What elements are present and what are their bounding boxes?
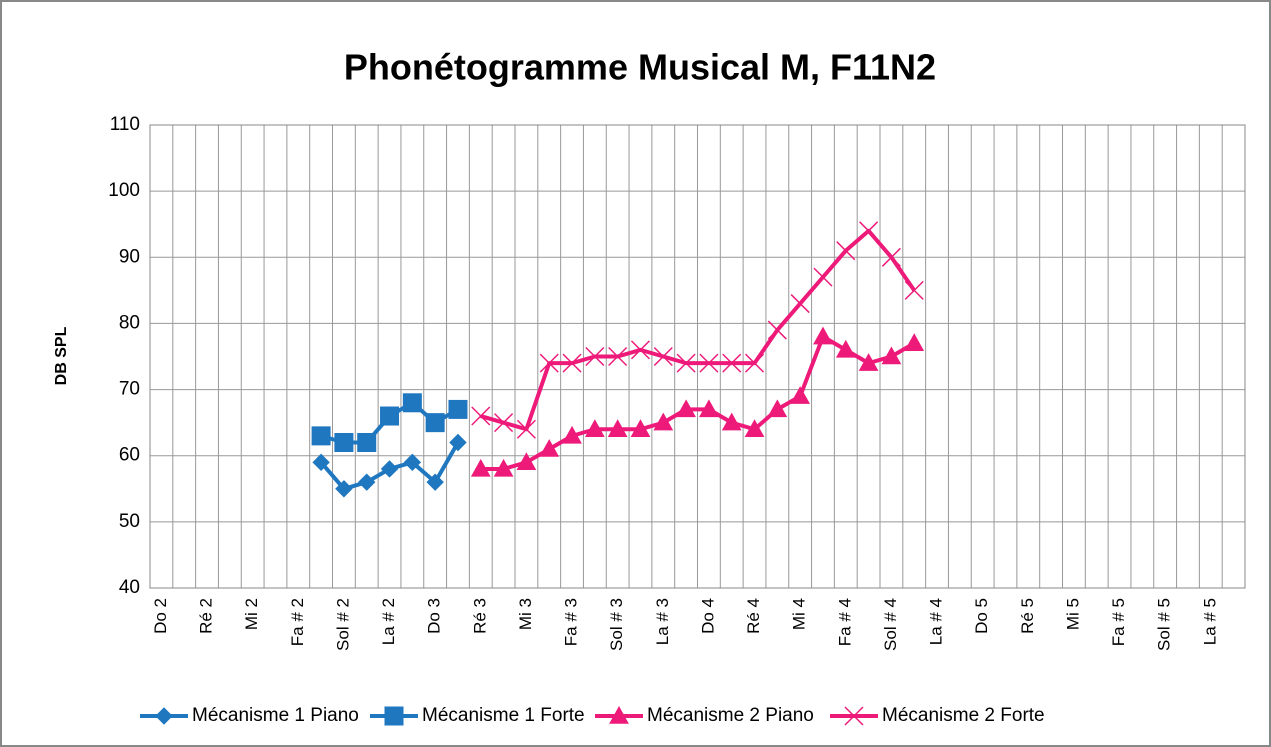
x-tick-label: La # 3 — [653, 598, 672, 645]
marker — [470, 458, 491, 477]
x-tick-label: Ré 4 — [744, 598, 763, 634]
marker — [813, 267, 833, 287]
x-tick-label: La # 5 — [1200, 598, 1219, 645]
plot-frame — [149, 124, 1246, 589]
marker — [630, 340, 650, 360]
x-tick-label: Do 3 — [425, 598, 444, 634]
marker — [653, 346, 673, 367]
x-tick-label: Fa # 2 — [288, 598, 307, 646]
marker — [380, 460, 399, 478]
marker — [562, 425, 582, 444]
x-tick-label: Fa # 3 — [562, 598, 581, 646]
y-tick-label: 70 — [119, 379, 140, 400]
marker — [384, 706, 404, 726]
marker — [426, 473, 444, 491]
x-tick-label: La # 2 — [379, 598, 398, 645]
marker — [676, 399, 696, 418]
marker — [334, 432, 354, 452]
y-tick-label: 90 — [119, 246, 140, 267]
marker — [790, 294, 810, 314]
marker — [539, 353, 559, 373]
x-tick-label: La # 4 — [927, 598, 946, 645]
x-tick-label: Sol # 4 — [881, 598, 900, 651]
chart-title: Phonétogramme Musical M, F11N2 — [344, 47, 936, 88]
marker — [630, 419, 651, 437]
x-tick-label: Do 4 — [698, 598, 717, 634]
marker — [358, 473, 376, 491]
marker — [608, 346, 628, 367]
y-tick-label: 110 — [110, 114, 140, 135]
marker — [699, 353, 719, 373]
marker — [311, 426, 331, 446]
marker — [653, 412, 674, 431]
marker — [494, 413, 514, 433]
marker — [767, 399, 788, 418]
marker — [585, 346, 605, 367]
marker — [836, 241, 856, 261]
legend-label: Mécanisme 2 Forte — [882, 705, 1045, 726]
legend-label: Mécanisme 1 Forte — [422, 705, 585, 726]
marker — [448, 399, 468, 419]
legend-label: Mécanisme 2 Piano — [647, 705, 814, 726]
marker — [471, 406, 491, 426]
x-tick-label: Ré 5 — [1018, 598, 1037, 634]
x-tick-label: Mi 4 — [790, 598, 809, 630]
marker — [516, 452, 537, 471]
marker — [402, 393, 422, 413]
marker — [676, 353, 696, 373]
marker — [721, 412, 742, 431]
marker — [858, 353, 879, 371]
marker — [767, 320, 787, 340]
marker — [699, 399, 719, 418]
x-tick-label: Fa # 5 — [1109, 598, 1128, 646]
marker — [357, 432, 377, 452]
marker — [744, 419, 765, 437]
marker — [562, 353, 582, 373]
marker — [813, 326, 833, 345]
legend-label: Mécanisme 1 Piano — [192, 705, 359, 726]
y-tick-label: 80 — [119, 312, 140, 333]
marker — [403, 453, 422, 472]
y-tick-label: 50 — [119, 511, 140, 532]
y-tick-label: 40 — [119, 577, 140, 598]
marker — [844, 706, 864, 726]
marker — [312, 453, 330, 472]
marker — [790, 386, 811, 404]
x-tick-label: Mi 2 — [242, 598, 261, 630]
x-tick-label: Do 5 — [972, 598, 991, 634]
y-axis-label: DB SPL — [53, 326, 70, 385]
y-tick-label: 60 — [119, 445, 140, 466]
marker — [380, 406, 400, 426]
y-tick-label: 100 — [108, 180, 140, 201]
x-tick-label: Sol # 3 — [607, 598, 626, 651]
marker — [722, 353, 742, 373]
marker — [904, 333, 925, 351]
marker — [516, 419, 536, 439]
marker — [904, 280, 924, 300]
x-tick-label: Fa # 4 — [835, 598, 854, 646]
marker — [835, 339, 856, 358]
marker — [155, 707, 173, 725]
marker — [539, 439, 560, 457]
x-tick-label: Ré 2 — [197, 598, 216, 634]
marker — [881, 247, 901, 267]
x-tick-label: Sol # 2 — [333, 598, 352, 651]
x-tick-label: Mi 5 — [1063, 598, 1082, 630]
x-tick-label: Sol # 5 — [1155, 598, 1174, 651]
marker — [584, 419, 605, 437]
marker — [449, 433, 467, 452]
marker — [609, 705, 629, 724]
x-tick-label: Ré 3 — [470, 598, 489, 634]
marker — [493, 458, 514, 477]
marker — [335, 480, 353, 498]
marker — [425, 413, 445, 433]
marker — [607, 419, 628, 437]
marker — [859, 221, 879, 241]
x-tick-label: Do 2 — [151, 598, 170, 634]
x-tick-label: Mi 3 — [516, 598, 535, 630]
marker — [881, 346, 902, 365]
marker — [745, 353, 765, 373]
